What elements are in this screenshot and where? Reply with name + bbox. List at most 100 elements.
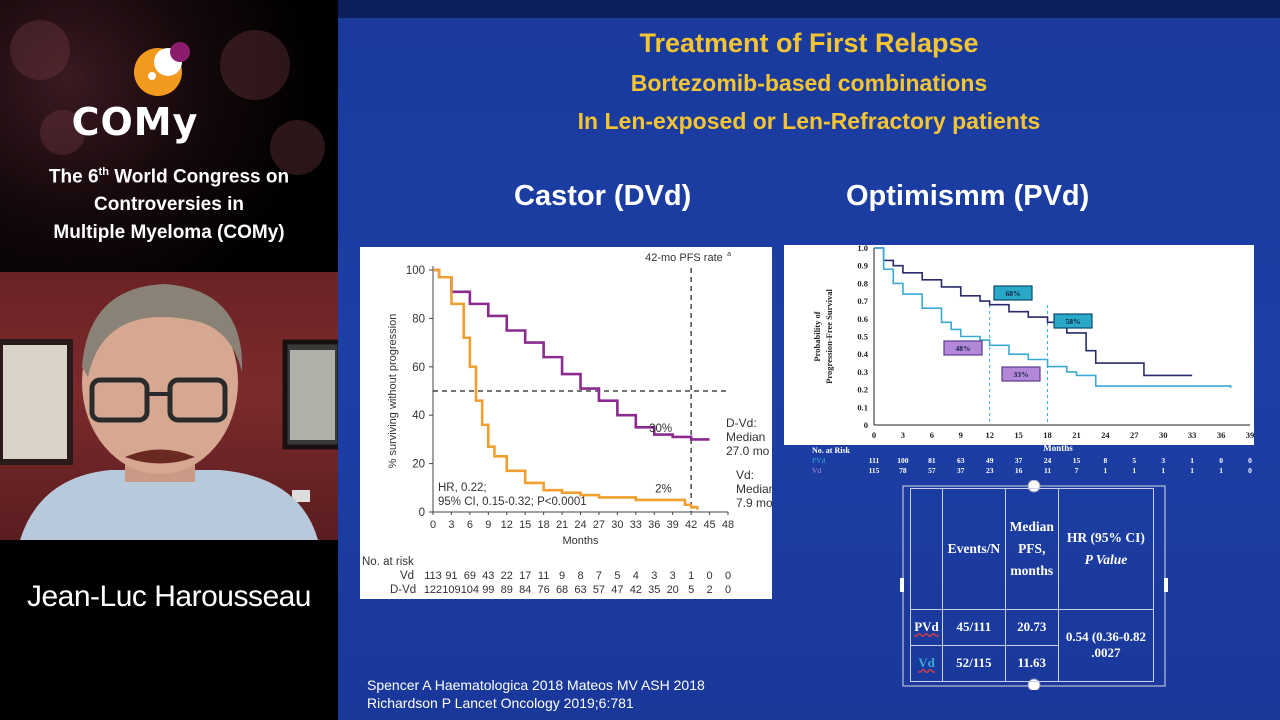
risk-value: 99 — [482, 584, 494, 596]
x-tick-label: 0 — [872, 430, 876, 440]
risk-value: 57 — [928, 466, 936, 475]
callout-box — [1001, 366, 1041, 382]
risk-value: 16 — [1015, 466, 1023, 475]
vd-pfs-rate-label: 2% — [655, 484, 672, 496]
y-tick-label: 0.7 — [857, 296, 868, 306]
dvd-median-label: 27.0 mo — [726, 444, 770, 458]
x-tick-label: 48 — [722, 519, 734, 531]
risk-value: 115 — [869, 466, 880, 475]
median-cell: 11.63 — [1004, 644, 1059, 683]
brand-area: COMy The 6th World Congress on Controver… — [0, 0, 338, 272]
x-tick-label: 39 — [667, 519, 679, 531]
risk-value: 1 — [1190, 466, 1194, 475]
arm-cell: Vd — [910, 644, 943, 683]
events-cell: 45/111 — [942, 608, 1006, 646]
header-median-pfs: Median PFS, months — [1004, 488, 1059, 610]
slide-subtitle: Bortezomib-based combinations — [630, 70, 988, 96]
risk-value: 63 — [574, 584, 586, 596]
risk-value: 49 — [986, 456, 994, 465]
events-cell: 52/115 — [942, 644, 1006, 683]
castor-km-chart: 0 20 40 60 80 100 0 3 6 9 12 15 18 21 24 27 30 33 36 39 42 45… — [360, 247, 775, 599]
conference-side-panel: COMy The 6th World Congress on Controver… — [0, 0, 338, 720]
risk-value: 37 — [1015, 456, 1023, 465]
x-tick-label: 33 — [1188, 430, 1197, 440]
x-tick-label: 21 — [1072, 430, 1081, 440]
risk-value: 109 — [442, 584, 460, 596]
risk-value: 20 — [667, 584, 679, 596]
x-tick-label: 18 — [1043, 430, 1052, 440]
callout-label: 33% — [1014, 370, 1029, 379]
risk-value: 104 — [461, 584, 479, 596]
risk-value: 1 — [688, 570, 694, 582]
risk-value: 69 — [464, 570, 476, 582]
risk-value: 0 — [707, 570, 713, 582]
dvd-pfs-rate-label: 30% — [649, 423, 672, 435]
risk-value: 1 — [1219, 466, 1223, 475]
risk-value: 1 — [1190, 456, 1194, 465]
risk-value: 4 — [633, 570, 639, 582]
risk-value: 47 — [611, 584, 623, 596]
comy-logo-icon — [134, 42, 190, 96]
series-line-pvd — [874, 247, 1193, 377]
x-tick-label: 18 — [538, 519, 550, 531]
risk-value: 11 — [538, 570, 549, 582]
pfs-rate-annotation-sup: a — [727, 251, 731, 258]
x-tick-label: 12 — [501, 519, 513, 531]
risk-row-label: D-Vd — [390, 584, 416, 596]
hr-results-table: Events/N Median PFS, months HR (95% CI) … — [910, 488, 1155, 683]
risk-row-label: Vd — [812, 466, 821, 475]
risk-row-label: PVd — [812, 456, 826, 465]
hazard-ratio-text: 95% CI, 0.15-0.32; P<0.0001 — [438, 496, 587, 508]
risk-value: 0 — [725, 570, 731, 582]
risk-value: 42 — [630, 584, 642, 596]
risk-value: 9 — [559, 570, 565, 582]
x-tick-label: 30 — [1159, 430, 1168, 440]
x-tick-label: 3 — [901, 430, 905, 440]
hr-p-cell: 0.54 (0.36-0.82 .0027 — [1057, 608, 1155, 683]
y-tick-label: 0.5 — [857, 332, 868, 342]
y-axis-label: Probability of — [812, 311, 822, 361]
risk-value: 8 — [577, 570, 583, 582]
header-events: Events/N — [942, 488, 1006, 610]
y-axis-label: Progression-Free Survival — [824, 289, 834, 384]
slide-subtitle-2: In Len-exposed or Len-Refractory patient… — [577, 108, 1041, 134]
y-tick-label: 0.3 — [857, 367, 868, 377]
risk-value: 35 — [648, 584, 660, 596]
callout-box — [993, 285, 1033, 301]
callout-label: 58% — [1066, 317, 1081, 326]
risk-value: 1 — [1104, 466, 1108, 475]
y-tick-label: 40 — [412, 410, 425, 422]
series-line-vd — [874, 247, 1232, 388]
table-header-row: Events/N Median PFS, months HR (95% CI) … — [910, 488, 1155, 610]
risk-value: 76 — [538, 584, 550, 596]
risk-value: 84 — [519, 584, 531, 596]
y-tick-label: 0.9 — [857, 261, 868, 271]
risk-value: 8 — [1104, 456, 1108, 465]
risk-table-header: No. at Risk — [812, 446, 851, 455]
risk-value: 3 — [670, 570, 676, 582]
risk-value: 78 — [899, 466, 907, 475]
hazard-ratio-text: HR, 0.22; — [438, 482, 487, 494]
hr-results-table-frame: Events/N Median PFS, months HR (95% CI) … — [900, 480, 1170, 690]
dvd-median-label: D-Vd: — [726, 416, 757, 430]
risk-table-header: No. at risk — [362, 556, 414, 568]
slide-title: Treatment of First Relapse — [639, 28, 979, 58]
callout-box — [1053, 313, 1093, 329]
dvd-median-label: Median — [726, 430, 765, 444]
speaker-webcam-video — [0, 272, 338, 540]
castor-study-heading: Castor (DVd) — [514, 180, 692, 212]
risk-value: 5 — [1132, 456, 1136, 465]
x-tick-label: 39 — [1246, 430, 1254, 440]
risk-value: 23 — [986, 466, 994, 475]
header-arm — [910, 488, 943, 610]
risk-value: 5 — [614, 570, 620, 582]
pfs-rate-annotation: 42-mo PFS rate — [645, 252, 723, 264]
x-tick-label: 27 — [593, 519, 605, 531]
x-tick-label: 33 — [630, 519, 642, 531]
risk-value: 3 — [651, 570, 657, 582]
risk-value: 122 — [424, 584, 442, 596]
callout-label: 68% — [1006, 289, 1021, 298]
header-hr: HR (95% CI) P Value — [1057, 488, 1155, 610]
risk-value: 7 — [1075, 466, 1079, 475]
